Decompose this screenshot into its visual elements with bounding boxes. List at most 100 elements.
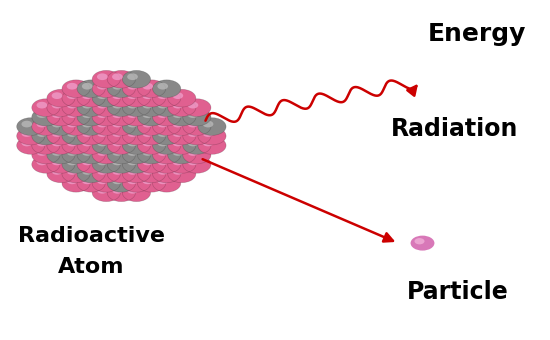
Circle shape	[92, 80, 120, 98]
Circle shape	[112, 177, 123, 184]
Circle shape	[112, 158, 123, 165]
Circle shape	[127, 83, 138, 89]
Circle shape	[152, 174, 181, 192]
Circle shape	[157, 130, 168, 137]
Circle shape	[82, 92, 92, 99]
Circle shape	[82, 130, 92, 137]
Circle shape	[67, 158, 78, 165]
Circle shape	[173, 111, 183, 118]
Circle shape	[157, 92, 168, 99]
Circle shape	[62, 156, 90, 173]
Circle shape	[415, 238, 425, 244]
Circle shape	[142, 92, 153, 99]
Circle shape	[168, 156, 196, 173]
Circle shape	[52, 168, 62, 175]
Circle shape	[122, 146, 151, 164]
Circle shape	[67, 83, 78, 89]
Circle shape	[173, 140, 183, 146]
Circle shape	[67, 130, 78, 137]
Circle shape	[92, 118, 120, 135]
Circle shape	[157, 111, 168, 118]
Circle shape	[188, 158, 199, 165]
Circle shape	[168, 118, 196, 135]
Circle shape	[127, 73, 138, 80]
Circle shape	[92, 108, 120, 126]
Circle shape	[82, 102, 92, 108]
Circle shape	[107, 118, 135, 135]
Circle shape	[62, 146, 90, 164]
Circle shape	[47, 127, 75, 145]
Circle shape	[107, 146, 135, 164]
Circle shape	[82, 140, 92, 146]
Circle shape	[62, 137, 90, 154]
Circle shape	[173, 149, 183, 156]
Circle shape	[77, 89, 105, 107]
Circle shape	[52, 111, 62, 118]
Circle shape	[202, 121, 213, 128]
Circle shape	[157, 140, 168, 146]
Circle shape	[36, 140, 47, 146]
Circle shape	[142, 121, 153, 128]
Circle shape	[67, 168, 78, 175]
Circle shape	[16, 118, 45, 135]
Circle shape	[77, 127, 105, 145]
Circle shape	[67, 177, 78, 184]
Circle shape	[168, 165, 196, 183]
Circle shape	[97, 168, 108, 175]
Circle shape	[112, 92, 123, 99]
Circle shape	[127, 92, 138, 99]
Circle shape	[157, 158, 168, 165]
Circle shape	[157, 149, 168, 156]
Circle shape	[188, 111, 199, 118]
Circle shape	[82, 149, 92, 156]
Circle shape	[152, 80, 181, 98]
Circle shape	[47, 137, 75, 154]
Circle shape	[173, 130, 183, 137]
Circle shape	[32, 108, 60, 126]
Circle shape	[82, 177, 92, 184]
Circle shape	[107, 156, 135, 173]
Circle shape	[142, 111, 153, 118]
Circle shape	[62, 165, 90, 183]
Circle shape	[107, 89, 135, 107]
Circle shape	[122, 108, 151, 126]
Circle shape	[127, 158, 138, 165]
Circle shape	[168, 89, 196, 107]
Circle shape	[32, 127, 60, 145]
Circle shape	[32, 137, 60, 154]
Circle shape	[97, 102, 108, 108]
Circle shape	[142, 140, 153, 146]
Circle shape	[92, 137, 120, 154]
Circle shape	[157, 102, 168, 108]
Circle shape	[62, 174, 90, 192]
Circle shape	[127, 121, 138, 128]
Circle shape	[77, 108, 105, 126]
Circle shape	[188, 130, 199, 137]
Circle shape	[62, 127, 90, 145]
Circle shape	[16, 127, 45, 145]
Circle shape	[92, 99, 120, 117]
Circle shape	[122, 118, 151, 135]
Circle shape	[92, 89, 120, 107]
Circle shape	[52, 140, 62, 146]
Circle shape	[183, 108, 211, 126]
Circle shape	[173, 92, 183, 99]
Circle shape	[127, 149, 138, 156]
Circle shape	[157, 177, 168, 184]
Circle shape	[97, 177, 108, 184]
Circle shape	[16, 137, 45, 154]
Circle shape	[112, 102, 123, 108]
Circle shape	[36, 130, 47, 137]
Circle shape	[127, 187, 138, 194]
Circle shape	[188, 121, 199, 128]
Circle shape	[157, 121, 168, 128]
Circle shape	[183, 99, 211, 117]
Circle shape	[112, 140, 123, 146]
Circle shape	[77, 137, 105, 154]
Circle shape	[122, 165, 151, 183]
Circle shape	[122, 80, 151, 98]
Circle shape	[52, 130, 62, 137]
Circle shape	[47, 165, 75, 183]
Circle shape	[122, 184, 151, 202]
Circle shape	[67, 92, 78, 99]
